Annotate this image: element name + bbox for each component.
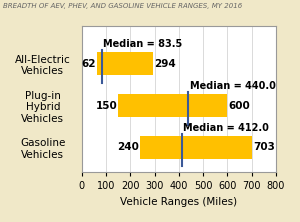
Bar	[97, 52, 153, 75]
Text: BREADTH OF AEV, PHEV, AND GASOLINE VEHICLE RANGES, MY 2016: BREADTH OF AEV, PHEV, AND GASOLINE VEHIC…	[3, 3, 242, 9]
Bar	[118, 94, 227, 117]
Text: 600: 600	[228, 101, 250, 111]
Text: Median = 83.5: Median = 83.5	[103, 39, 183, 49]
Text: 240: 240	[117, 142, 139, 152]
Bar	[140, 136, 252, 159]
Text: 62: 62	[81, 59, 96, 69]
Text: 294: 294	[154, 59, 176, 69]
Text: Median = 412.0: Median = 412.0	[183, 123, 269, 133]
Text: 703: 703	[253, 142, 275, 152]
X-axis label: Vehicle Ranges (Miles): Vehicle Ranges (Miles)	[120, 197, 237, 207]
Text: 150: 150	[95, 101, 117, 111]
Text: Median = 440.0: Median = 440.0	[190, 81, 276, 91]
